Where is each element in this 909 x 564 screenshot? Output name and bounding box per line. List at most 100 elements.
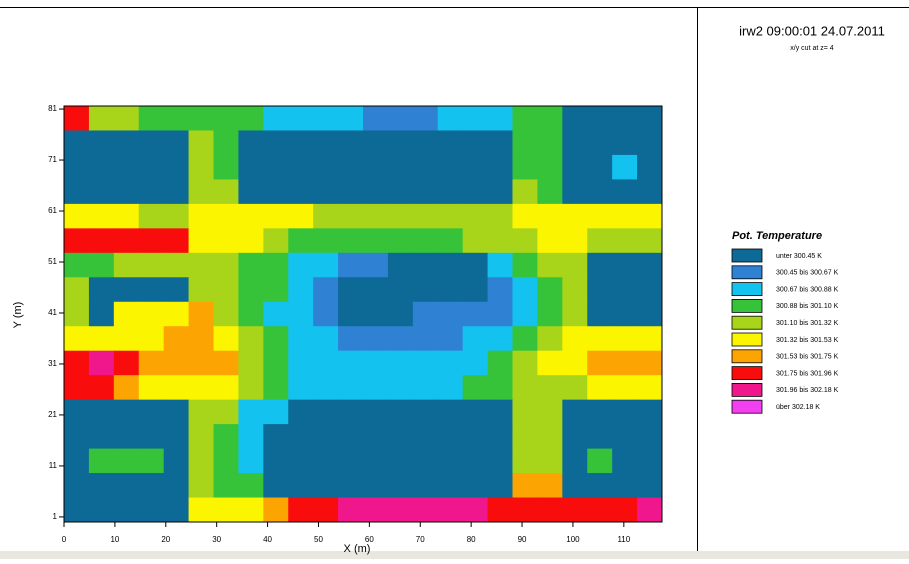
heatmap-cell — [263, 497, 289, 523]
heatmap-cell — [188, 350, 214, 376]
x-tick-label: 20 — [161, 535, 170, 544]
heatmap-cell — [288, 375, 314, 401]
heatmap-cell — [163, 106, 190, 131]
heatmap-cell — [462, 228, 489, 254]
heatmap-cell — [213, 424, 239, 450]
heatmap-cell — [113, 301, 140, 327]
heatmap-cell — [88, 106, 115, 131]
heatmap-cell — [562, 154, 588, 180]
heatmap-cell — [338, 326, 364, 352]
heatmap-cell — [64, 350, 90, 376]
heatmap-cell — [512, 375, 538, 401]
heatmap-cell — [587, 228, 613, 254]
heatmap-cell — [612, 179, 638, 205]
heatmap-cell — [163, 203, 190, 229]
heatmap-cell — [163, 424, 190, 450]
heatmap-cell — [512, 326, 538, 352]
heatmap-cell — [138, 375, 165, 401]
heatmap-cell — [238, 130, 264, 156]
heatmap-cell — [113, 203, 140, 229]
heatmap-cell — [587, 154, 613, 180]
heatmap-cell — [512, 497, 538, 523]
heatmap-cell — [88, 375, 115, 401]
legend-swatch — [731, 349, 763, 364]
heatmap-cell — [412, 497, 439, 523]
heatmap-cell — [238, 301, 264, 327]
heatmap-cell — [213, 154, 239, 180]
heatmap-cell — [263, 252, 289, 278]
heatmap-cell — [537, 154, 563, 180]
legend-swatch — [731, 315, 763, 330]
heatmap-cell — [387, 154, 414, 180]
heatmap-cell — [512, 424, 538, 450]
heatmap-cell — [88, 301, 115, 327]
heatmap-cell — [437, 399, 464, 425]
heatmap-cell — [113, 179, 140, 205]
heatmap-cell — [363, 473, 389, 499]
legend-label: 301.32 bis 301.53 K — [776, 337, 839, 344]
heatmap-cell — [313, 277, 339, 303]
heatmap-cell — [188, 179, 214, 205]
heatmap-cell — [363, 350, 389, 376]
heatmap-cell — [338, 375, 364, 401]
heatmap-cell — [487, 228, 513, 254]
legend-label: 300.67 bis 300.88 K — [776, 286, 839, 293]
heatmap-cell — [637, 154, 663, 180]
heatmap-cell — [238, 424, 264, 450]
heatmap-cell — [213, 228, 239, 254]
heatmap-cell — [313, 203, 339, 229]
heatmap-cell — [188, 326, 214, 352]
heatmap-cell — [113, 277, 140, 303]
heatmap-cell — [587, 497, 613, 523]
heatmap-cell — [587, 252, 613, 278]
heatmap-cell — [238, 448, 264, 474]
heatmap-cell — [637, 448, 663, 474]
heatmap-cell — [88, 228, 115, 254]
y-tick-label: 41 — [48, 308, 57, 317]
heatmap-cell — [188, 301, 214, 327]
heatmap-cell — [213, 130, 239, 156]
heatmap-cell — [412, 154, 439, 180]
heatmap-cell — [387, 326, 414, 352]
heatmap-cell — [263, 106, 289, 131]
heatmap-cell — [363, 497, 389, 523]
heatmap-cell — [263, 130, 289, 156]
heatmap-cell — [363, 203, 389, 229]
heatmap-cell — [437, 424, 464, 450]
heatmap-cell — [562, 375, 588, 401]
heatmap-cell — [487, 326, 513, 352]
heatmap-cell — [64, 301, 90, 327]
heatmap-cell — [288, 130, 314, 156]
heatmap-cell — [188, 154, 214, 180]
heatmap-cell — [288, 203, 314, 229]
heatmap-cell — [288, 350, 314, 376]
heatmap-cell — [637, 106, 663, 131]
heatmap-cell — [338, 301, 364, 327]
heatmap-cell — [487, 154, 513, 180]
heatmap-cell — [238, 252, 264, 278]
heatmap-cell — [113, 375, 140, 401]
heatmap-cell — [537, 399, 563, 425]
heatmap-cell — [587, 448, 613, 474]
heatmap-cell — [612, 473, 638, 499]
legend-label: 301.10 bis 301.32 K — [776, 320, 839, 327]
heatmap-cell — [612, 130, 638, 156]
heatmap-cell — [338, 154, 364, 180]
heatmap-cell — [487, 130, 513, 156]
heatmap-cell — [64, 130, 90, 156]
heatmap-cell — [412, 448, 439, 474]
heatmap-cell — [313, 252, 339, 278]
heatmap-cell — [537, 375, 563, 401]
heatmap-cell — [387, 375, 414, 401]
heatmap-cell — [313, 473, 339, 499]
heatmap-cell — [263, 473, 289, 499]
heatmap-cell — [462, 130, 489, 156]
x-tick-label: 90 — [518, 535, 527, 544]
heatmap-cell — [512, 473, 538, 499]
heatmap-cell — [363, 154, 389, 180]
heatmap-cell — [263, 399, 289, 425]
heatmap-cell — [637, 375, 663, 401]
heatmap-cell — [138, 448, 165, 474]
